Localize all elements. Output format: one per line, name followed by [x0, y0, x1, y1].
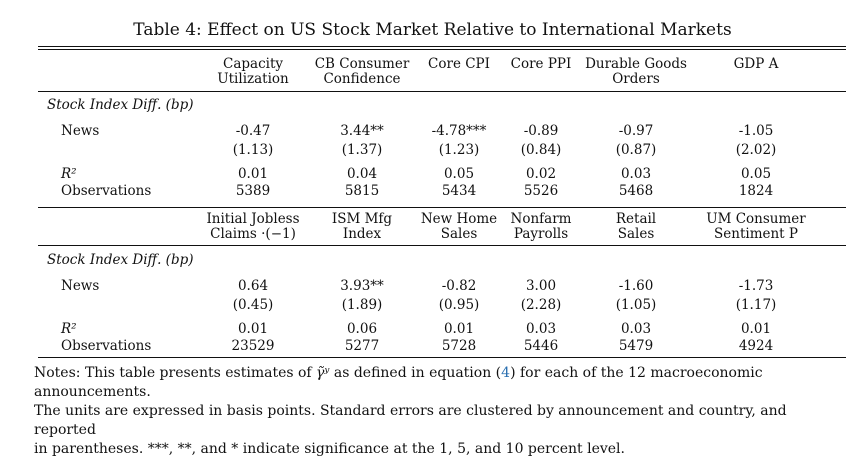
table-cell: 0.01 — [443, 321, 475, 337]
table-cell: -0.97 — [618, 123, 654, 139]
top-rule — [38, 46, 846, 48]
panel2-header-row: Initial Jobless Claims ·(−1) ISM Mfg Index… — [38, 212, 846, 244]
table-cell: 4924 — [738, 338, 774, 354]
table-cell: (1.37) — [341, 142, 383, 158]
section-label: Stock Index Diff. (bp) — [47, 252, 194, 268]
table-cell: 0.03 — [620, 321, 652, 337]
row-label: R² — [61, 321, 77, 337]
column-header: Initial Jobless Claims ·(−1) — [206, 211, 300, 242]
top-rule-inner — [38, 49, 846, 50]
column-header: New Home Sales — [420, 211, 498, 242]
table-cell: 0.04 — [346, 166, 378, 182]
table-cell: -0.82 — [441, 278, 477, 294]
panel2-news-row: News 0.64 3.93** -0.82 3.00 -1.60 -1.73 — [38, 278, 846, 296]
table-cell: 23529 — [231, 338, 275, 354]
panel1-obs-row: Observations 5389 5815 5434 5526 5468 18… — [38, 183, 846, 201]
column-header: UM Consumer Sentiment P — [706, 211, 806, 242]
table-cell: 5526 — [523, 183, 559, 199]
table-cell: 5468 — [618, 183, 654, 199]
table-cell: 5277 — [344, 338, 380, 354]
panel2-section-row: Stock Index Diff. (bp) — [38, 252, 846, 270]
column-header: Retail Sales — [615, 211, 657, 242]
row-label: News — [61, 278, 100, 294]
table-cell: (1.13) — [232, 142, 274, 158]
panel2-r2-row: R² 0.01 0.06 0.01 0.03 0.03 0.01 — [38, 321, 846, 339]
panel1-se-row: (1.13) (1.37) (1.23) (0.84) (0.87) (2.02… — [38, 142, 846, 160]
table-cell: -1.60 — [618, 278, 654, 294]
table-cell: (1.05) — [615, 297, 657, 313]
table-cell: 5389 — [235, 183, 271, 199]
column-header: Core CPI — [428, 56, 490, 72]
column-header: Capacity Utilization — [217, 56, 289, 87]
table-cell: -4.78*** — [431, 123, 487, 139]
panel1-news-row: News -0.47 3.44** -4.78*** -0.89 -0.97 -… — [38, 123, 846, 141]
table-cell: 5728 — [441, 338, 477, 354]
row-label: Observations — [61, 338, 152, 354]
table-cell: 0.03 — [525, 321, 557, 337]
row-label: R² — [61, 166, 77, 182]
table-cell: 5479 — [618, 338, 654, 354]
table-cell: 3.93** — [340, 278, 384, 294]
panel1-header-row: Capacity Utilization CB Consumer Confidenc… — [38, 57, 846, 89]
table-cell: 0.02 — [525, 166, 557, 182]
table-cell: -0.89 — [523, 123, 559, 139]
table-notes: Notes: This table presents estimates of … — [34, 364, 824, 459]
column-header: CB Consumer Confidence — [314, 56, 410, 87]
table-cell: -0.47 — [235, 123, 271, 139]
table-cell: (1.23) — [438, 142, 480, 158]
table-cell: 3.00 — [525, 278, 557, 294]
table-cell: 5815 — [344, 183, 380, 199]
panel1-r2-row: R² 0.01 0.04 0.05 0.02 0.03 0.05 — [38, 166, 846, 184]
gamma-symbol: γ̃ʸ — [316, 365, 330, 381]
notes-line-3: in parentheses. ***, **, and * indicate … — [34, 441, 625, 457]
column-header: Core PPI — [510, 56, 572, 72]
table-cell: -1.73 — [738, 278, 774, 294]
panel-divider — [38, 207, 846, 208]
table-cell: 0.01 — [740, 321, 772, 337]
table-cell: -1.05 — [738, 123, 774, 139]
table-cell: (0.87) — [615, 142, 657, 158]
results-table: Capacity Utilization CB Consumer Confidenc… — [38, 0, 846, 441]
panel1-section-row: Stock Index Diff. (bp) — [38, 97, 846, 115]
row-label: News — [61, 123, 100, 139]
table-cell: 0.01 — [237, 321, 269, 337]
table-cell: 5434 — [441, 183, 477, 199]
table-cell: 0.01 — [237, 166, 269, 182]
header-rule — [38, 91, 846, 92]
table-cell: (0.84) — [520, 142, 562, 158]
table-cell: 3.44** — [340, 123, 384, 139]
table-cell: (0.45) — [232, 297, 274, 313]
column-header: Nonfarm Payrolls — [510, 211, 572, 242]
table-cell: 0.64 — [237, 278, 269, 294]
table-cell: (1.17) — [735, 297, 777, 313]
row-label: Observations — [61, 183, 152, 199]
panel2-se-row: (0.45) (1.89) (0.95) (2.28) (1.05) (1.17… — [38, 297, 846, 315]
table-title: Table 4: Effect on US Stock Market Relat… — [133, 20, 732, 40]
panel2-obs-row: Observations 23529 5277 5728 5446 5479 4… — [38, 338, 846, 356]
equation-link[interactable]: 4 — [501, 365, 511, 381]
table-cell: 1824 — [738, 183, 774, 199]
column-header: GDP A — [733, 56, 779, 72]
bottom-rule — [38, 357, 846, 359]
section-label: Stock Index Diff. (bp) — [47, 97, 194, 113]
table-cell: 5446 — [523, 338, 559, 354]
table-cell: 0.06 — [346, 321, 378, 337]
header-rule-2 — [38, 245, 846, 246]
table-cell: 0.05 — [443, 166, 475, 182]
table-cell: 0.03 — [620, 166, 652, 182]
notes-line-2: The units are expressed in basis points.… — [34, 403, 787, 438]
table-cell: (2.02) — [735, 142, 777, 158]
column-header: Durable Goods Orders — [585, 56, 687, 87]
table-cell: (0.95) — [438, 297, 480, 313]
table-cell: 0.05 — [740, 166, 772, 182]
table-cell: (2.28) — [520, 297, 562, 313]
table-cell: (1.89) — [341, 297, 383, 313]
column-header: ISM Mfg Index — [331, 211, 393, 242]
notes-line-1: Notes: This table presents estimates of … — [34, 365, 763, 400]
